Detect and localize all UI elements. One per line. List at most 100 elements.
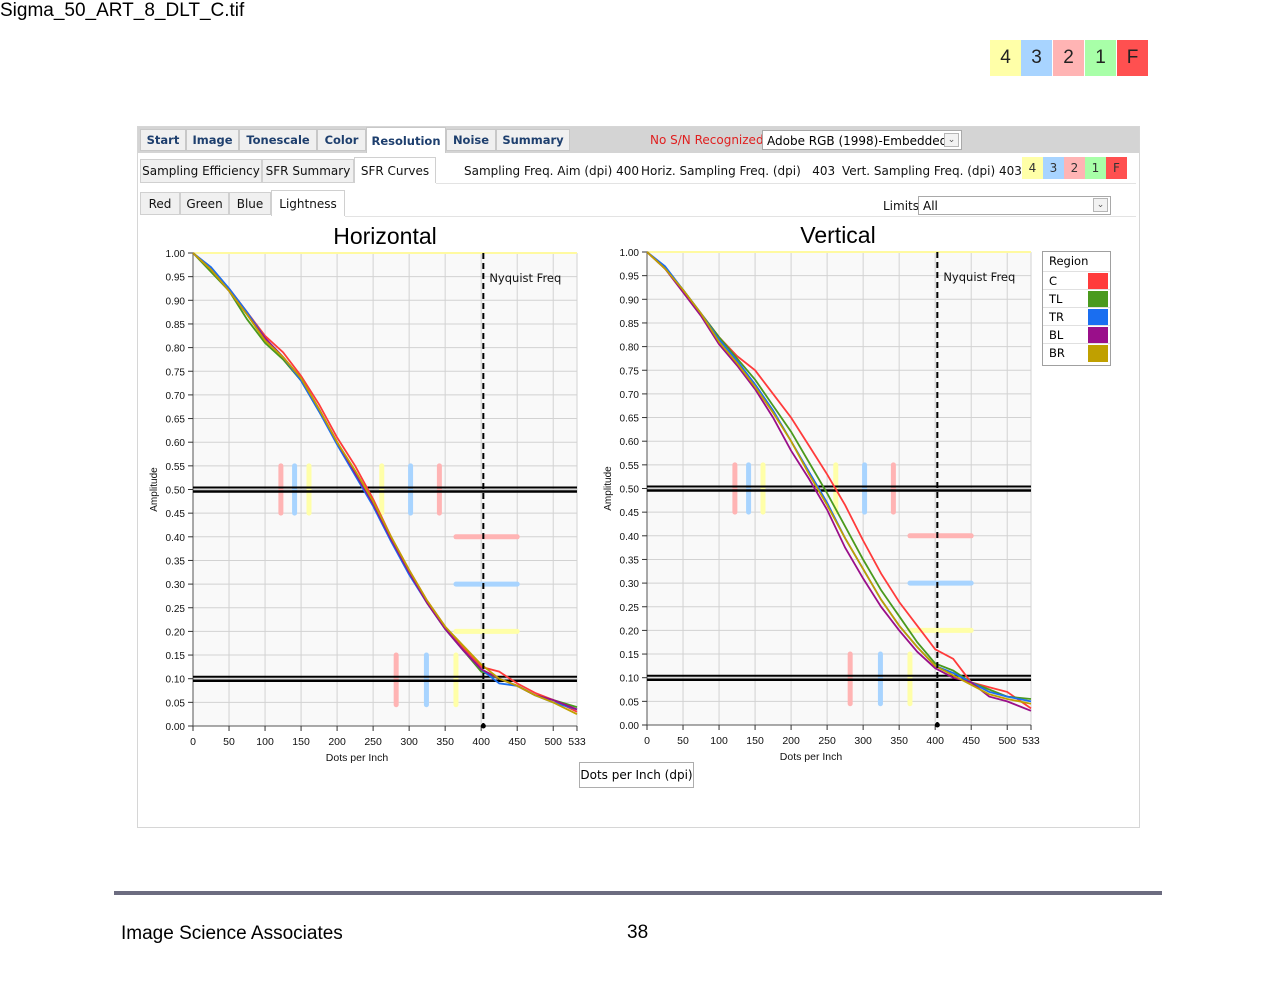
nyquist-label: Nyquist Freq [943,270,1015,284]
mini-grade-3: 3 [1043,157,1064,179]
chevron-down-icon[interactable]: ⌄ [1093,198,1108,212]
y-tick-label: 0.40 [620,532,640,543]
mini-grade-label: F [1113,161,1120,175]
limits-select[interactable]: All ⌄ [918,196,1111,215]
x-axis-units-button[interactable]: Dots per Inch (dpi) [579,762,694,788]
sampling-aim-value: 400 [616,164,640,178]
x-tick-label: 450 [962,735,980,747]
divider [345,216,1136,217]
legend-label: C [1049,274,1058,288]
legend-label: BL [1049,328,1064,342]
y-tick-label: 0.95 [166,273,186,284]
y-tick-label: 0.85 [620,319,640,330]
tab-tonescale[interactable]: Tonescale [239,129,317,151]
grade-label: 1 [1095,47,1106,68]
channel-tab-blue[interactable]: Blue [229,192,271,215]
legend-label: BR [1049,346,1065,360]
sfr-curve-br [646,251,1032,705]
x-tick-label: 50 [223,736,235,748]
y-tick-label: 0.35 [620,555,640,566]
nyquist-label: Nyquist Freq [489,271,561,285]
y-tick-label: 0.85 [166,320,186,331]
tab-label: Start [146,133,180,147]
y-tick-label: 0.80 [620,343,640,354]
region-legend: Region C TL TR BL BR [1042,251,1111,366]
tab-label: Tonescale [246,133,310,147]
y-tick-label: 1.00 [166,249,186,260]
mini-grade-label: 4 [1028,161,1037,175]
vert-sampling-label: Vert. Sampling Freq. (dpi) [842,164,996,178]
grade-3: 3 [1021,40,1052,76]
y-tick-label: 0.45 [166,509,186,520]
tab-resolution[interactable]: Resolution [366,127,446,153]
legend-swatch [1088,309,1108,326]
y-tick-label: 0.10 [620,674,640,685]
tab-color[interactable]: Color [317,129,366,151]
x-tick-label: 350 [436,736,454,748]
legend-swatch [1088,345,1108,362]
mini-grade-label: 3 [1049,161,1058,175]
chart-horizontal: 0.00 0.05 0.10 0.15 0.20 0.25 0.30 0.35 0.40 0.45… [149,223,586,764]
x-tick-label: 300 [400,736,418,748]
mini-grade-4: 4 [1022,157,1043,179]
tab-noise[interactable]: Noise [446,129,496,151]
chevron-down-icon[interactable]: ⌄ [944,133,959,147]
subtab-sampling-efficiency[interactable]: Sampling Efficiency [140,159,262,183]
channel-tab-green[interactable]: Green [180,192,229,215]
document-title: Sigma_50_ART_8_DLT_C.tif [0,0,245,21]
legend-item-br: BR [1043,343,1110,362]
horiz-sampling: Horiz. Sampling Freq. (dpi) 403 [641,164,835,178]
tab-label: Summary [502,133,564,147]
horiz-sampling-value: 403 [812,164,836,178]
channel-tab-label: Green [186,196,223,211]
mini-grade-1: 1 [1085,157,1106,179]
tab-label: Resolution [371,133,441,148]
y-tick-label: 0.80 [166,344,186,355]
grade-2: 2 [1053,40,1084,76]
footer-company: Image Science Associates [121,923,343,944]
subtab-label: SFR Curves [360,163,430,178]
subtab-sfr-curves[interactable]: SFR Curves [354,157,436,183]
y-axis-label: Amplitude [149,467,160,512]
y-tick-label: 1.00 [620,248,640,259]
channel-tab-red[interactable]: Red [140,192,180,215]
legend-swatch [1088,291,1108,308]
tab-image[interactable]: Image [186,129,239,151]
divider [436,183,1136,184]
y-tick-label: 0.30 [166,580,186,591]
horiz-sampling-label: Horiz. Sampling Freq. (dpi) [641,164,801,178]
footer-rule [114,891,1162,895]
channel-tab-label: Lightness [279,196,337,211]
mini-grade-f: F [1106,157,1127,179]
color-profile-select[interactable]: Adobe RGB (1998)-Embedded ⌄ [762,130,962,150]
sn-status: No S/N Recognized [650,133,764,147]
y-tick-label: 0.05 [620,697,640,708]
grade-label: 4 [1000,47,1011,68]
tab-summary[interactable]: Summary [496,129,570,151]
channel-tab-lightness[interactable]: Lightness [271,190,345,216]
y-tick-label: 0.60 [166,438,186,449]
x-tick-label: 150 [746,735,764,747]
tab-label: Color [324,133,359,147]
chart-title: Horizontal [333,223,437,249]
grade-1: 1 [1085,40,1116,76]
tab-start[interactable]: Start [140,129,186,151]
y-tick-label: 0.65 [166,415,186,426]
chart-title: Vertical [800,222,875,248]
legend-label: TL [1049,292,1063,306]
y-axis-label: Amplitude [603,466,614,511]
x-tick-label: 400 [472,736,490,748]
legend-item-tl: TL [1043,289,1110,308]
y-tick-label: 0.75 [166,367,186,378]
y-tick-label: 0.25 [620,603,640,614]
legend-swatch [1088,327,1108,344]
legend-label: TR [1049,310,1065,324]
subtab-sfr-summary[interactable]: SFR Summary [262,159,354,183]
vert-sampling: Vert. Sampling Freq. (dpi) 403 [842,164,1022,178]
y-tick-label: 0.15 [620,650,640,661]
y-tick-label: 0.30 [620,579,640,590]
y-tick-label: 0.20 [620,626,640,637]
mini-grade-2: 2 [1064,157,1085,179]
y-tick-label: 0.45 [620,508,640,519]
